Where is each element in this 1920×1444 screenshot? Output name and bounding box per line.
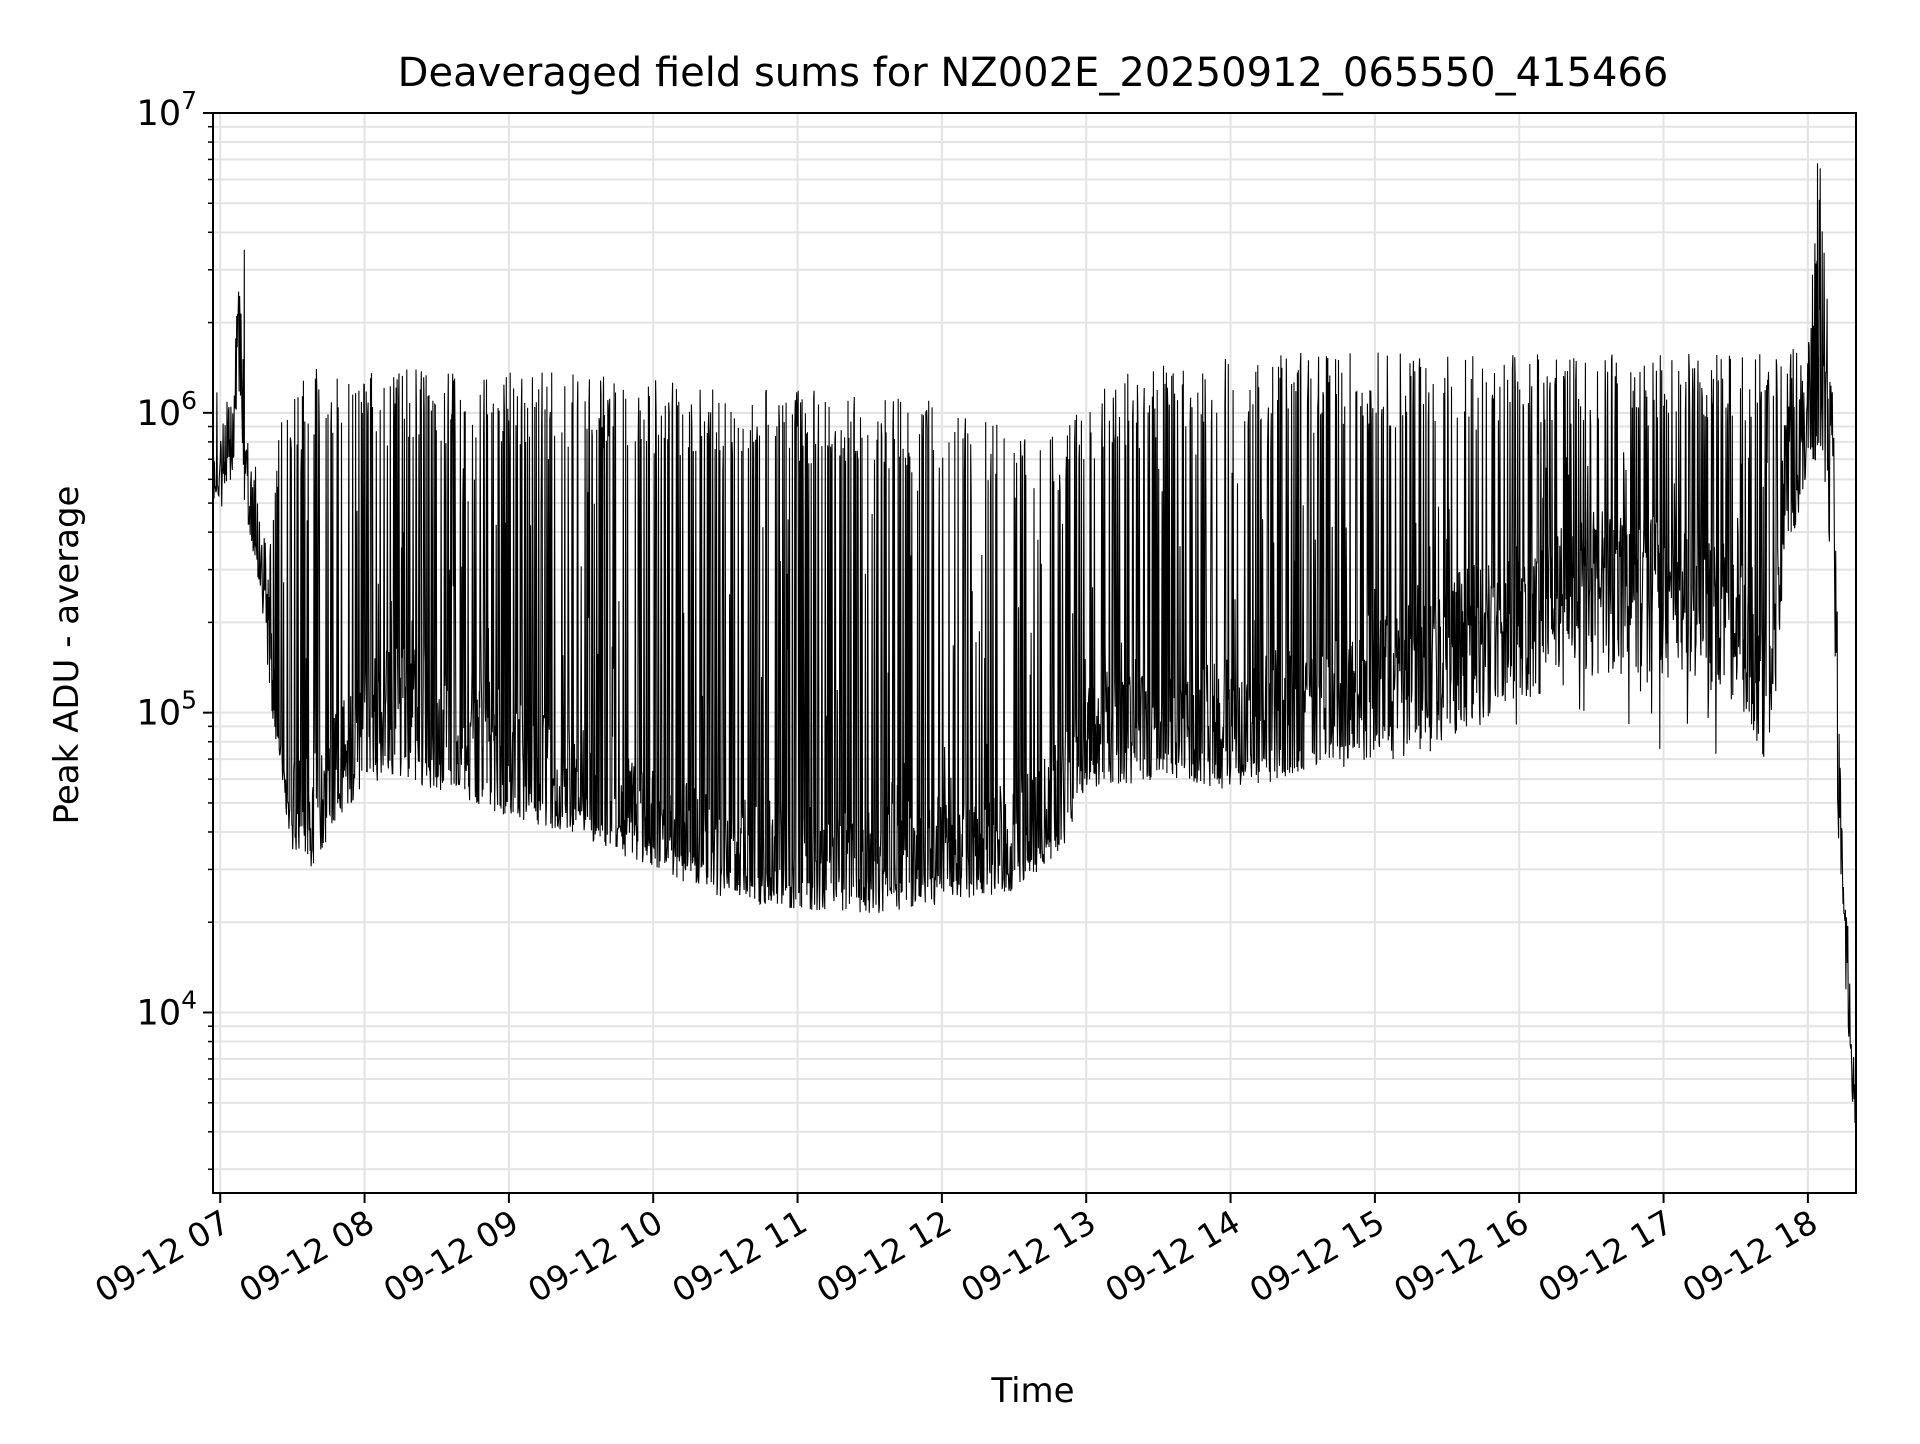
plot-frame [212, 112, 1857, 1194]
x-axis-label: Time [990, 1371, 1074, 1411]
series-line [212, 163, 1857, 1135]
y-tick-label: 105 [137, 686, 197, 734]
chart-title: Deaveraged field sums for NZ002E_2025091… [398, 50, 1669, 96]
y-axis-label: Peak ADU - average [47, 486, 87, 825]
y-tick-label: 107 [137, 86, 197, 134]
y-axis-ticks: 104 105 106 107 [137, 86, 213, 1171]
data-series [212, 163, 1857, 1135]
y-tick-label: 106 [137, 386, 197, 434]
y-tick-label: 104 [137, 985, 197, 1033]
